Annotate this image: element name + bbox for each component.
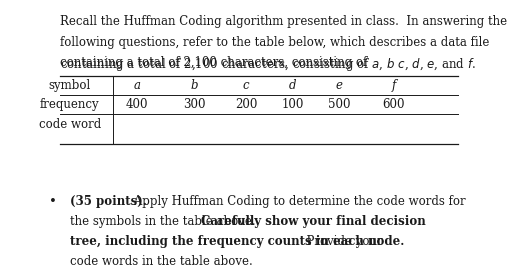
Text: f: f <box>392 79 396 92</box>
Text: the symbols in the table above.: the symbols in the table above. <box>70 215 263 228</box>
Text: containing a total of 2,100 characters, consisting of $a$, $b$ $c$, $d$, $e$, an: containing a total of 2,100 characters, … <box>60 56 476 73</box>
Text: following questions, refer to the table below, which describes a data file: following questions, refer to the table … <box>60 36 489 48</box>
Text: code word: code word <box>39 118 101 130</box>
Text: Recall the Huffman Coding algorithm presented in class.  In answering the: Recall the Huffman Coding algorithm pres… <box>60 15 507 28</box>
Text: Apply Huffman Coding to determine the code words for: Apply Huffman Coding to determine the co… <box>130 195 465 208</box>
Text: Provide your: Provide your <box>299 235 383 248</box>
Text: 100: 100 <box>281 98 304 111</box>
Text: Carefully show your final decision: Carefully show your final decision <box>201 215 426 228</box>
Text: 600: 600 <box>382 98 405 111</box>
Text: 400: 400 <box>126 98 149 111</box>
Text: 300: 300 <box>183 98 206 111</box>
Text: containing a total of 2,100 characters, consisting of: containing a total of 2,100 characters, … <box>60 56 370 69</box>
Text: a: a <box>134 79 141 92</box>
Text: d: d <box>289 79 296 92</box>
Text: •: • <box>49 195 57 208</box>
Text: 500: 500 <box>328 98 351 111</box>
Text: 200: 200 <box>235 98 257 111</box>
Text: frequency: frequency <box>40 98 100 111</box>
Text: symbol: symbol <box>49 79 91 92</box>
Text: c: c <box>243 79 249 92</box>
Text: e: e <box>336 79 343 92</box>
Text: b: b <box>191 79 198 92</box>
Text: (35 points).: (35 points). <box>70 195 147 208</box>
Text: code words in the table above.: code words in the table above. <box>70 255 253 268</box>
Text: tree, including the frequency counts in each node.: tree, including the frequency counts in … <box>70 235 405 248</box>
